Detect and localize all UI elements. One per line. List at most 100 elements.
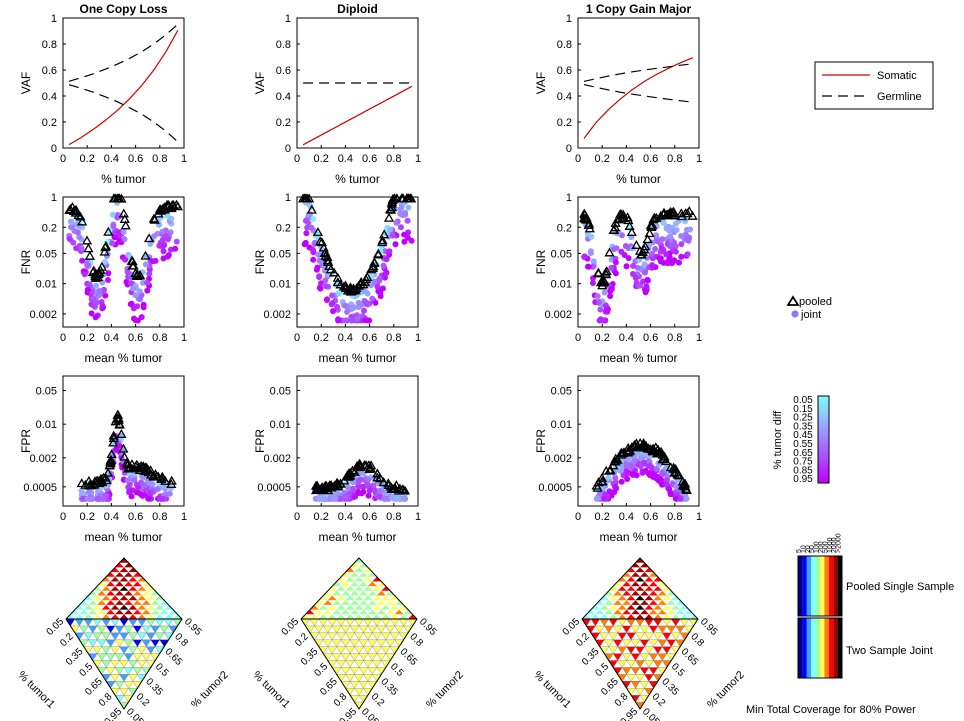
pooled-cell bbox=[332, 609, 342, 615]
joint-cell bbox=[154, 632, 165, 641]
pooled-cell bbox=[301, 614, 310, 619]
joint-cell bbox=[358, 695, 369, 703]
pooled-cell bbox=[101, 595, 111, 601]
pooled-cell bbox=[595, 600, 605, 605]
tumor-diff-colorbar: % tumor diff 0.050.150.250.350.450.550.6… bbox=[772, 395, 830, 485]
pooled-point bbox=[657, 449, 668, 459]
joint-point bbox=[355, 299, 362, 306]
x-tick-label: 0.6 bbox=[643, 511, 658, 523]
pooled-cell bbox=[626, 576, 636, 582]
joint-cell bbox=[635, 646, 645, 654]
joint-cell bbox=[349, 695, 360, 703]
joint-point bbox=[365, 476, 372, 483]
joint-point bbox=[342, 302, 349, 309]
pooled-point bbox=[119, 213, 130, 223]
pooled-cell bbox=[115, 562, 124, 568]
joint-point bbox=[667, 489, 674, 496]
pooled-cell bbox=[640, 572, 649, 577]
pooled-point bbox=[131, 269, 142, 279]
joint-point bbox=[366, 487, 373, 494]
pooled-cell bbox=[137, 595, 147, 601]
pooled-point bbox=[626, 227, 637, 237]
x-tick-label: 0.6 bbox=[128, 332, 143, 344]
pooled-cell bbox=[599, 595, 609, 601]
pooled-point bbox=[322, 255, 333, 265]
joint-point bbox=[385, 248, 392, 255]
coverage-key-cell-joint bbox=[833, 618, 838, 678]
pooled-point bbox=[397, 484, 409, 494]
pooled-cell bbox=[350, 562, 359, 568]
joint-point bbox=[663, 481, 670, 488]
joint-cell bbox=[345, 632, 355, 641]
joint-point bbox=[656, 462, 663, 468]
joint-cell bbox=[363, 618, 373, 627]
pooled-point bbox=[319, 248, 330, 258]
pooled-cell bbox=[359, 581, 368, 587]
coverage-key-cell-joint bbox=[824, 618, 829, 678]
joint-cell bbox=[635, 660, 645, 668]
joint-cell bbox=[309, 618, 320, 627]
pooled-point bbox=[373, 249, 384, 259]
tumor2-axis-label: % tumor2 bbox=[424, 669, 466, 711]
joint-cell bbox=[110, 618, 120, 627]
joint-point bbox=[678, 233, 685, 239]
y-axis-label: VAF bbox=[19, 72, 33, 94]
joint-cell bbox=[119, 646, 129, 654]
pooled-cell bbox=[323, 609, 333, 615]
x-tick-label: 0.6 bbox=[362, 511, 377, 523]
joint-cell bbox=[621, 625, 632, 634]
x-tick-label: 1 bbox=[415, 511, 421, 523]
pooled-cell bbox=[376, 600, 386, 605]
pooled-cell bbox=[354, 614, 364, 619]
joint-point bbox=[121, 236, 128, 243]
x-tick-label: 1 bbox=[696, 153, 702, 165]
joint-cell bbox=[354, 701, 364, 710]
joint-point bbox=[159, 495, 166, 502]
pooled-cell bbox=[115, 590, 124, 596]
pooled-cell bbox=[604, 590, 614, 596]
pooled-point bbox=[637, 246, 648, 256]
tumor1-axis-label: % tumor1 bbox=[531, 669, 573, 711]
pooled-point bbox=[103, 226, 114, 236]
pooled-cell bbox=[150, 600, 160, 605]
joint-point bbox=[374, 283, 381, 290]
pooled-cell bbox=[115, 609, 124, 615]
y-axis-label: FPR bbox=[534, 429, 548, 453]
joint-legend-label: joint bbox=[800, 309, 821, 321]
pooled-cell bbox=[110, 576, 120, 582]
pooled-cell bbox=[132, 600, 142, 605]
pooled-point bbox=[135, 460, 147, 470]
pooled-cell bbox=[671, 604, 681, 610]
joint-cell bbox=[617, 632, 627, 641]
pooled-cell bbox=[173, 614, 182, 619]
pooled-cell bbox=[622, 590, 632, 596]
joint-cell bbox=[141, 625, 152, 634]
tumor2-tick-label: 0.2 bbox=[369, 691, 387, 709]
joint-point bbox=[397, 210, 404, 217]
coverage-key-tick-label: >2000 bbox=[836, 533, 843, 553]
joint-cell bbox=[639, 625, 650, 634]
x-tick-label: 0.2 bbox=[80, 511, 95, 523]
tumor1-axis-label: % tumor1 bbox=[15, 669, 57, 711]
joint-cell bbox=[150, 653, 160, 661]
pooled-cell bbox=[115, 572, 124, 577]
joint-cell bbox=[670, 618, 681, 627]
pooled-cell bbox=[341, 581, 351, 587]
pooled-cell bbox=[613, 600, 623, 605]
joint-cell bbox=[128, 674, 138, 682]
joint-point bbox=[140, 301, 147, 308]
pooled-cell bbox=[635, 604, 645, 610]
joint-point bbox=[76, 234, 83, 241]
pooled-cell bbox=[115, 581, 124, 587]
joint-points bbox=[581, 214, 694, 324]
pooled-coverage-triangle bbox=[582, 558, 698, 619]
pooled-cell bbox=[141, 600, 151, 605]
colorbar-tick-label: 0.35 bbox=[793, 421, 813, 432]
pooled-cell bbox=[363, 614, 373, 619]
joint-point bbox=[371, 278, 378, 285]
joint-point bbox=[122, 256, 129, 263]
joint-cell bbox=[648, 625, 659, 634]
joint-point bbox=[330, 493, 337, 500]
joint-cell bbox=[114, 639, 125, 647]
joint-point bbox=[111, 234, 118, 241]
